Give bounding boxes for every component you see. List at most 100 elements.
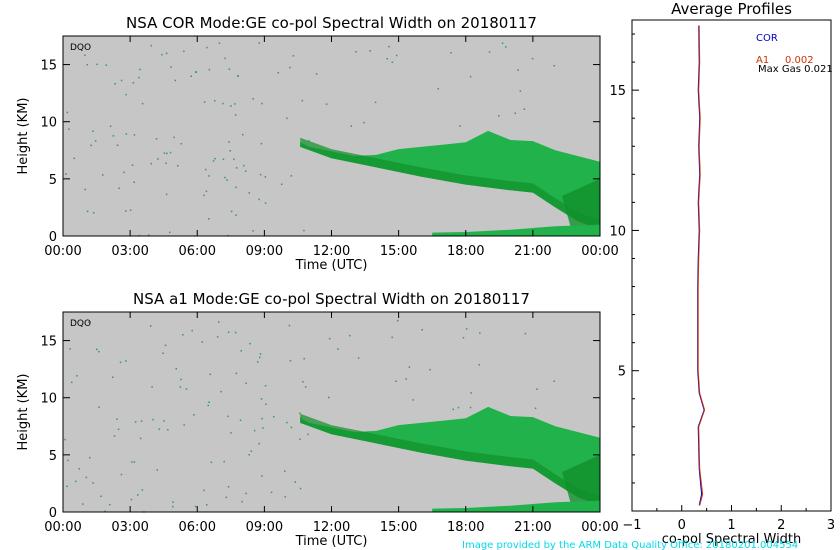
- noise-speck: [289, 66, 291, 69]
- noise-speck: [203, 101, 206, 103]
- noise-speck: [155, 138, 158, 140]
- noise-speck: [190, 75, 192, 77]
- noise-speck: [165, 162, 167, 164]
- noise-speck: [133, 461, 136, 463]
- noise-speck: [307, 433, 309, 436]
- profile-x-tick-label: 1: [727, 518, 735, 533]
- noise-speck: [234, 103, 236, 105]
- noise-speck: [233, 158, 235, 160]
- noise-speck: [235, 214, 237, 216]
- noise-speck: [88, 321, 90, 323]
- y-tick-label: 0: [49, 506, 57, 521]
- noise-speck: [391, 336, 393, 339]
- low-cloud-layer: [432, 500, 600, 512]
- legend-cor: COR: [756, 33, 778, 44]
- profile-x-tick-label: 0: [678, 518, 686, 533]
- noise-speck: [117, 428, 120, 431]
- noise-speck: [86, 63, 88, 66]
- noise-speck: [292, 55, 295, 57]
- noise-speck: [239, 419, 242, 421]
- noise-speck: [191, 329, 193, 332]
- noise-speck: [498, 115, 500, 117]
- noise-speck: [386, 58, 388, 60]
- noise-speck: [234, 331, 237, 334]
- noise-speck: [260, 142, 263, 145]
- noise-speck: [259, 353, 262, 355]
- noise-speck: [206, 504, 208, 506]
- noise-speck: [240, 350, 242, 352]
- noise-speck: [84, 54, 86, 56]
- noise-speck: [248, 454, 250, 456]
- noise-speck: [524, 332, 527, 335]
- noise-speck: [69, 348, 71, 350]
- noise-speck: [167, 429, 169, 431]
- noise-speck: [183, 50, 185, 53]
- noise-speck: [129, 209, 132, 211]
- legend-a1: A1: [756, 55, 769, 66]
- x-tick-label: 00:00: [581, 244, 618, 259]
- noise-speck: [479, 332, 481, 334]
- noise-speck: [120, 79, 123, 82]
- noise-speck: [180, 378, 182, 381]
- x-tick-label: 03:00: [111, 244, 148, 259]
- noise-speck: [288, 324, 291, 327]
- noise-speck: [109, 503, 111, 506]
- profile-y-tick-label: 5: [618, 365, 626, 380]
- noise-speck: [169, 231, 171, 234]
- noise-speck: [223, 460, 225, 463]
- noise-speck: [517, 69, 519, 71]
- noise-speck: [280, 183, 283, 185]
- noise-speck: [328, 396, 330, 399]
- noise-speck: [277, 72, 279, 74]
- noise-speck: [229, 150, 231, 152]
- noise-speck: [152, 418, 154, 421]
- noise-speck: [284, 496, 286, 498]
- noise-speck: [123, 171, 125, 174]
- noise-speck: [94, 140, 97, 142]
- noise-speck: [301, 99, 304, 102]
- noise-speck: [162, 352, 164, 354]
- noise-speck: [289, 359, 292, 362]
- noise-speck: [396, 319, 399, 322]
- noise-speck: [429, 368, 431, 371]
- noise-speck: [141, 102, 144, 105]
- noise-speck: [151, 386, 153, 388]
- noise-speck: [125, 133, 128, 135]
- noise-speck: [259, 173, 262, 176]
- noise-speck: [86, 210, 89, 213]
- noise-speck: [182, 334, 184, 336]
- noise-speck: [337, 348, 339, 350]
- noise-speck: [163, 152, 166, 154]
- noise-speck: [89, 456, 91, 459]
- profile-line-a1: [697, 25, 706, 506]
- profile-y-tick-label: 10: [609, 224, 626, 239]
- noise-speck: [286, 117, 288, 120]
- noise-speck: [119, 361, 122, 364]
- noise-speck: [374, 101, 377, 104]
- noise-speck: [388, 45, 390, 48]
- noise-speck: [174, 79, 176, 82]
- y-tick-label: 5: [49, 173, 57, 188]
- x-tick-label: 06:00: [179, 244, 216, 259]
- noise-speck: [225, 496, 228, 499]
- noise-speck: [98, 406, 100, 408]
- noise-speck: [259, 356, 261, 359]
- noise-speck: [203, 194, 205, 197]
- noise-speck: [105, 64, 107, 66]
- x-tick-label: 06:00: [179, 520, 216, 535]
- noise-speck: [175, 368, 177, 370]
- noise-speck: [304, 386, 307, 388]
- x-tick-label: 18:00: [447, 520, 484, 535]
- noise-speck: [172, 501, 174, 503]
- noise-speck: [325, 103, 328, 105]
- noise-speck: [177, 165, 179, 167]
- noise-speck: [125, 93, 127, 96]
- precip-shaft: [561, 178, 600, 236]
- noise-speck: [261, 417, 263, 420]
- noise-speck: [209, 373, 211, 376]
- x-tick-label: 12:00: [313, 244, 350, 259]
- profile-x-tick-label: −1: [622, 518, 641, 533]
- y-axis-label: Height (KM): [16, 98, 31, 175]
- noise-speck: [405, 378, 407, 380]
